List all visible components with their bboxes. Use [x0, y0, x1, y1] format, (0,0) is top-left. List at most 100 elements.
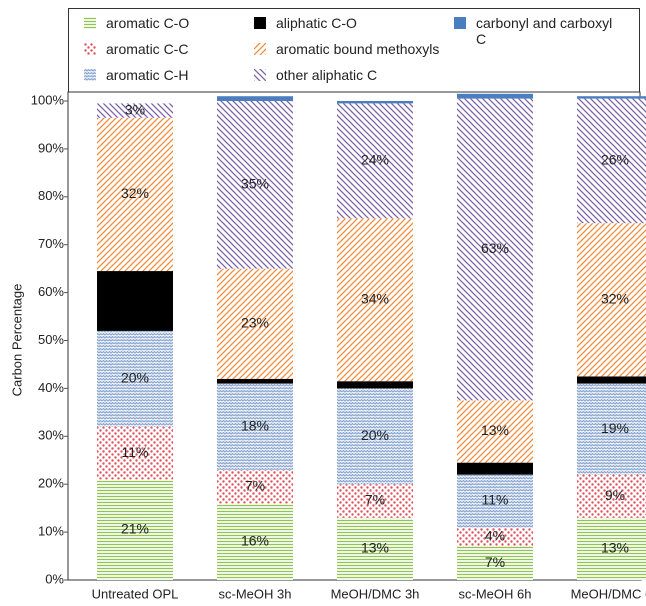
bar-segment [577, 376, 646, 384]
legend-item: aliphatic C-O [254, 15, 357, 31]
legend-item: aromatic C-O [84, 15, 189, 31]
data-label: 11% [482, 492, 509, 508]
x-tick-label: sc-MeOH 6h [459, 586, 532, 601]
data-label: 34% [361, 290, 389, 306]
bar-segment [337, 218, 413, 382]
data-label: 23% [241, 314, 269, 330]
data-label: 32% [121, 185, 149, 201]
bar-segment [97, 330, 173, 427]
bar-segment [337, 381, 413, 389]
y-tick-label: 30% [38, 428, 64, 443]
legend-item: other aliphatic C [254, 67, 377, 83]
data-label: 21% [121, 520, 149, 536]
legend-swatch [254, 17, 266, 29]
bar-segment [217, 101, 293, 269]
legend-label: other aliphatic C [276, 67, 378, 83]
y-tick-label: 10% [38, 524, 64, 539]
bar-segment [217, 96, 293, 101]
y-tick-label: 70% [38, 236, 64, 251]
bar-segment [337, 484, 413, 518]
data-label: 3% [125, 101, 145, 117]
legend-label: aromatic C-O [106, 15, 190, 31]
legend-swatch [254, 43, 266, 55]
data-label: 11% [122, 444, 149, 460]
data-label: 16% [241, 532, 269, 548]
bar-segment [577, 474, 646, 518]
data-label: 7% [485, 554, 505, 570]
legend-label: aromatic bound methoxyls [276, 41, 440, 57]
data-label: 24% [361, 152, 389, 168]
data-label: 13% [361, 540, 389, 556]
x-tick-label: sc-MeOH 3h [219, 586, 292, 601]
bar-segment [577, 96, 646, 99]
y-tick-label: 40% [38, 380, 64, 395]
y-axis-label: Carbon Percentage [9, 284, 24, 397]
bar-segment [337, 517, 413, 580]
bar-segment [577, 98, 646, 224]
bar-segment [97, 117, 173, 272]
bar-segment [457, 527, 533, 547]
bar-segment [577, 223, 646, 377]
legend-swatch [84, 69, 96, 81]
y-tick-label: 80% [38, 188, 64, 203]
data-label: 13% [601, 540, 629, 556]
bar-segment [457, 98, 533, 401]
y-tick-label: 50% [38, 332, 64, 347]
y-tick-label: 20% [38, 476, 64, 491]
data-label: 35% [241, 176, 269, 192]
legend-label: carbonyl and carboxyl C [476, 15, 613, 47]
data-label: 63% [481, 240, 509, 256]
bar-segment [217, 383, 293, 470]
bar-segment [457, 400, 533, 463]
bar-segment [97, 479, 173, 580]
y-tick-label: 100% [31, 92, 65, 107]
bar-segment [577, 383, 646, 475]
data-label: 32% [601, 290, 629, 306]
y-tick-label: 90% [38, 140, 64, 155]
data-label: 4% [485, 528, 505, 544]
bar-segment [337, 103, 413, 219]
bar-segment [97, 103, 173, 118]
bar-segment [457, 93, 533, 99]
legend-swatch [84, 43, 96, 55]
data-label: 18% [241, 417, 269, 433]
bar-segment [217, 469, 293, 504]
data-label: 20% [361, 427, 389, 443]
bar-segment [337, 388, 413, 485]
y-tick-label: 60% [38, 284, 64, 299]
legend-item: aromatic bound methoxyls [254, 41, 439, 57]
legend-item: aromatic C-H [84, 67, 188, 83]
legend-swatch [454, 17, 466, 29]
bar-segment [457, 546, 533, 580]
legend-label: aliphatic C-O [276, 15, 357, 31]
legend-swatch [254, 69, 266, 81]
legend-item: aromatic C-C [84, 41, 188, 57]
data-label: 13% [481, 422, 509, 438]
bar-segment [217, 503, 293, 580]
bar-segment [457, 462, 533, 475]
data-label: 7% [365, 492, 385, 508]
bar-segment [97, 271, 173, 331]
bar-segment [217, 378, 293, 384]
x-tick-label: Untreated OPL [92, 586, 179, 601]
bar-segment [577, 517, 646, 580]
legend-label: aromatic C-H [106, 67, 189, 83]
legend: aromatic C-O aromatic C-C aromatic C-H alip… [68, 8, 640, 92]
y-tick-label: 0% [45, 571, 64, 586]
data-label: 19% [601, 420, 629, 436]
bar-segment [457, 474, 533, 528]
x-tick-label: MeOH/DMC 3h [331, 586, 420, 601]
data-label: 20% [121, 370, 149, 386]
data-label: 9% [605, 487, 625, 503]
bar-segment [97, 426, 173, 480]
data-label: 7% [245, 477, 265, 493]
bar-segment [217, 268, 293, 379]
bar-segment [337, 101, 413, 104]
legend-swatch [84, 17, 96, 29]
data-label: 26% [601, 152, 629, 168]
legend-item: carbonyl and carboxyl C [454, 15, 614, 47]
legend-label: aromatic C-C [106, 41, 189, 57]
x-tick-label: MeOH/DMC 6h [571, 586, 646, 601]
